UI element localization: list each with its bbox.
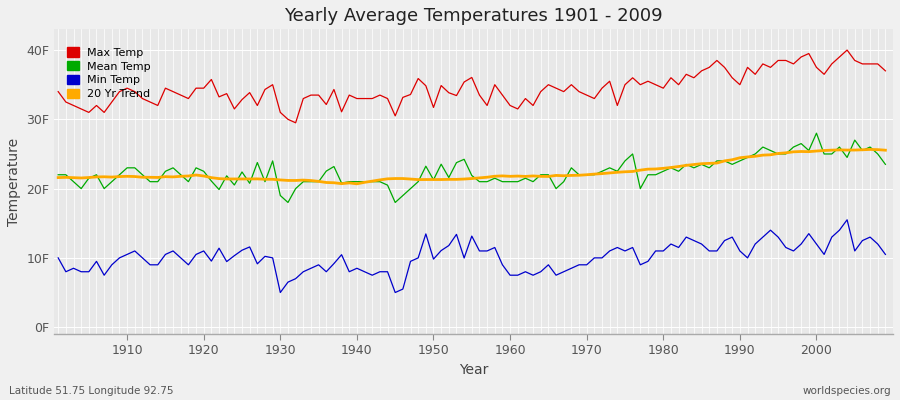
Y-axis label: Temperature: Temperature (7, 138, 21, 226)
Legend: Max Temp, Mean Temp, Min Temp, 20 Yr Trend: Max Temp, Mean Temp, Min Temp, 20 Yr Tre… (64, 44, 155, 102)
Text: Latitude 51.75 Longitude 92.75: Latitude 51.75 Longitude 92.75 (9, 386, 174, 396)
Title: Yearly Average Temperatures 1901 - 2009: Yearly Average Temperatures 1901 - 2009 (284, 7, 663, 25)
Text: worldspecies.org: worldspecies.org (803, 386, 891, 396)
X-axis label: Year: Year (459, 363, 489, 377)
